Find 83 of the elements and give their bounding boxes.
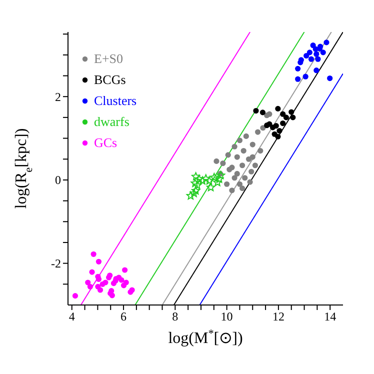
point bbox=[280, 111, 286, 117]
point bbox=[327, 75, 333, 82]
point bbox=[276, 128, 282, 134]
point bbox=[290, 114, 296, 120]
point bbox=[266, 111, 272, 117]
point bbox=[280, 120, 286, 126]
point bbox=[314, 51, 320, 57]
point bbox=[295, 76, 301, 82]
point bbox=[236, 181, 243, 187]
point bbox=[302, 74, 308, 80]
x-tick-label: 4 bbox=[68, 310, 75, 324]
point bbox=[258, 148, 264, 154]
point bbox=[275, 106, 281, 112]
point bbox=[314, 68, 320, 74]
point bbox=[243, 133, 249, 139]
point bbox=[253, 108, 259, 114]
point bbox=[234, 170, 240, 177]
point bbox=[273, 122, 279, 129]
point bbox=[260, 125, 266, 131]
x-axis-title: log(M$^{*}$[⊙]) bbox=[168, 328, 243, 347]
point bbox=[122, 267, 128, 273]
point bbox=[295, 66, 301, 72]
point bbox=[190, 178, 200, 188]
point bbox=[216, 170, 226, 180]
point bbox=[226, 166, 232, 172]
point bbox=[72, 293, 78, 299]
x-tick-label: 12 bbox=[272, 310, 284, 324]
point bbox=[214, 158, 220, 164]
point bbox=[247, 179, 253, 185]
point bbox=[96, 258, 102, 264]
point bbox=[192, 172, 200, 180]
legend-label: E+S0 bbox=[94, 50, 124, 68]
point bbox=[239, 186, 246, 192]
point bbox=[118, 277, 124, 283]
point bbox=[248, 168, 254, 174]
legend-label: Clusters bbox=[94, 92, 137, 110]
point bbox=[85, 280, 91, 286]
point bbox=[192, 186, 200, 195]
point bbox=[232, 144, 238, 150]
point bbox=[260, 110, 266, 116]
point bbox=[239, 162, 246, 168]
point bbox=[87, 284, 94, 290]
x-tick-label: 8 bbox=[172, 310, 178, 324]
point bbox=[220, 160, 226, 166]
point bbox=[250, 142, 256, 148]
point bbox=[252, 162, 258, 168]
point bbox=[90, 251, 96, 257]
point bbox=[254, 129, 261, 135]
point bbox=[242, 175, 248, 181]
x-tick-label: 6 bbox=[120, 310, 127, 324]
point bbox=[236, 138, 243, 144]
y-tick-label: 2 bbox=[55, 90, 61, 104]
point bbox=[229, 188, 235, 194]
point bbox=[224, 181, 230, 187]
x-tick-label: 14 bbox=[324, 310, 336, 324]
point bbox=[210, 172, 218, 182]
point bbox=[275, 134, 281, 140]
point bbox=[240, 148, 246, 154]
point bbox=[102, 280, 108, 286]
point bbox=[97, 287, 104, 293]
point bbox=[283, 114, 289, 120]
point bbox=[288, 109, 294, 115]
point bbox=[310, 42, 316, 48]
point bbox=[225, 152, 231, 158]
point bbox=[320, 50, 326, 56]
legend-label: BCGs bbox=[94, 71, 126, 89]
point bbox=[232, 175, 238, 181]
point bbox=[324, 40, 330, 46]
point bbox=[264, 122, 270, 128]
y-tick-label: -2 bbox=[51, 256, 61, 271]
x-tick-label: 10 bbox=[220, 310, 233, 324]
point bbox=[304, 52, 310, 59]
point bbox=[315, 56, 321, 62]
point bbox=[306, 50, 312, 56]
point bbox=[250, 154, 256, 160]
point bbox=[308, 56, 314, 62]
point bbox=[123, 280, 129, 286]
point bbox=[234, 154, 240, 160]
point bbox=[204, 176, 214, 185]
point bbox=[89, 269, 95, 275]
legend-label: GCs bbox=[94, 134, 118, 152]
y-tick-label: 0 bbox=[55, 173, 61, 188]
legend-label: dwarfs bbox=[94, 113, 130, 131]
